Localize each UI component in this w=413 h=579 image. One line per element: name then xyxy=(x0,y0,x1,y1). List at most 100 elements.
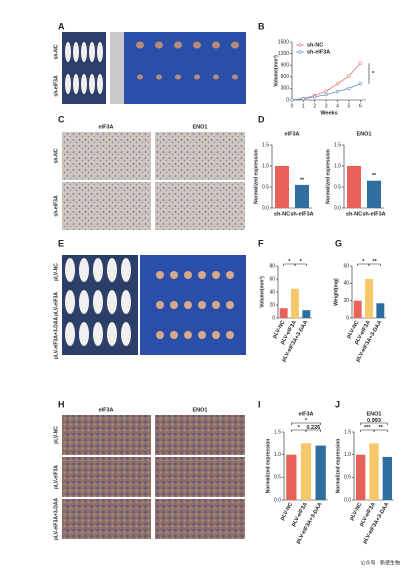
point xyxy=(324,92,328,97)
y-tick-label: 1500 xyxy=(278,39,289,45)
y-tick-label: 40 xyxy=(343,281,349,287)
panel-label: A xyxy=(58,21,65,31)
x-tick-label: 5 xyxy=(348,103,351,109)
y-tick-label: 60 xyxy=(269,276,275,282)
point xyxy=(301,97,305,101)
photo-object xyxy=(89,74,95,94)
y-tick-label: 0 xyxy=(286,97,289,103)
annotation: * xyxy=(305,418,308,424)
legend-label: sh-NC xyxy=(307,42,323,48)
row-label: pLV-eIF3A xyxy=(53,465,59,489)
photo-object xyxy=(97,74,103,94)
annotation: ** xyxy=(372,173,377,179)
photo-object xyxy=(184,271,192,279)
bar xyxy=(275,166,289,208)
x-tick-label: sh-eIF3A xyxy=(290,211,313,217)
annotation: ** xyxy=(373,259,378,265)
photo-object xyxy=(65,258,75,282)
photo-object xyxy=(170,331,178,339)
photo-object xyxy=(79,290,89,314)
chart-title: eIF3A xyxy=(299,411,314,417)
point xyxy=(358,82,362,86)
photo-object xyxy=(226,301,234,309)
x-tick-label: sh-eIF3A xyxy=(362,211,385,217)
photo-object xyxy=(121,290,131,314)
photo-object xyxy=(73,74,79,94)
annotation: ** xyxy=(379,425,384,431)
point xyxy=(347,74,351,78)
photo-object xyxy=(213,74,219,80)
annotation: * xyxy=(372,71,375,77)
annotation: * xyxy=(298,425,301,431)
x-tick-label: 0 xyxy=(291,103,294,109)
y-tick-label: 1.0 xyxy=(262,163,269,169)
legend-marker xyxy=(298,50,302,54)
photo-object xyxy=(65,290,75,314)
x-tick-label: 3 xyxy=(325,103,328,109)
panel-label: F xyxy=(258,238,264,248)
legend-marker xyxy=(298,43,302,47)
bracket xyxy=(368,263,381,266)
y-tick-label: 1.0 xyxy=(334,163,341,169)
annotation: 0.226 xyxy=(306,425,320,431)
x-tick-label: 2 xyxy=(313,103,316,109)
photo-object xyxy=(79,258,89,282)
photo-object xyxy=(121,258,131,282)
y-tick-label: 900 xyxy=(281,63,290,69)
photo-object xyxy=(198,301,206,309)
bracket xyxy=(373,429,388,432)
photo-object xyxy=(232,74,238,80)
bar xyxy=(365,279,373,318)
y-tick-label: 0 xyxy=(346,315,349,321)
y-axis-label: Normalized expression xyxy=(265,439,271,494)
photos xyxy=(62,32,246,539)
y-axis-label: Weight(mg) xyxy=(333,278,339,306)
photo-object xyxy=(174,41,182,49)
x-tick-label: 6 xyxy=(359,103,362,109)
y-tick-label: 0.0 xyxy=(262,205,269,211)
y-axis-label: Normalized expression xyxy=(325,149,331,204)
bar xyxy=(279,308,288,318)
photo-object xyxy=(184,331,192,339)
photo-object xyxy=(156,331,164,339)
row-label: sh-NC xyxy=(53,148,59,163)
photo-object xyxy=(194,74,200,80)
photo-object xyxy=(81,74,87,94)
panel-label: H xyxy=(58,399,65,409)
photo-object xyxy=(175,74,181,80)
y-tick-label: 1200 xyxy=(278,51,289,57)
photo-object xyxy=(155,41,163,49)
bracket xyxy=(291,422,321,425)
x-tick-label: 1 xyxy=(302,103,305,109)
column-label: ENO1 xyxy=(193,124,208,130)
photo-object xyxy=(65,322,75,346)
photo-object xyxy=(184,301,192,309)
y-axis-label: Volume(mm³) xyxy=(259,276,265,308)
y-tick-label: 0.0 xyxy=(274,497,281,503)
bar xyxy=(300,443,312,500)
photo-object xyxy=(198,271,206,279)
photo-object xyxy=(212,331,220,339)
photo-object xyxy=(170,301,178,309)
y-tick-label: 1.5 xyxy=(344,429,351,435)
photo-object xyxy=(97,42,103,62)
bar xyxy=(376,303,385,318)
photo-object xyxy=(107,322,117,346)
photo-object xyxy=(107,290,117,314)
bar xyxy=(315,445,326,500)
bar xyxy=(356,454,366,500)
bar xyxy=(291,288,299,318)
y-axis-label: Normalized expression xyxy=(335,439,341,494)
row-label: sh-eIF3A xyxy=(53,75,59,97)
y-tick-label: 60 xyxy=(343,263,349,269)
photo-object xyxy=(226,331,234,339)
annotation: * xyxy=(288,259,291,265)
photo-object xyxy=(193,41,201,49)
photo-object xyxy=(136,41,144,49)
bar xyxy=(347,166,361,208)
column-label: eIF3A xyxy=(99,407,114,413)
y-tick-label: 20 xyxy=(343,298,349,304)
panel-label: J xyxy=(335,399,340,409)
annotation: * xyxy=(300,259,303,265)
